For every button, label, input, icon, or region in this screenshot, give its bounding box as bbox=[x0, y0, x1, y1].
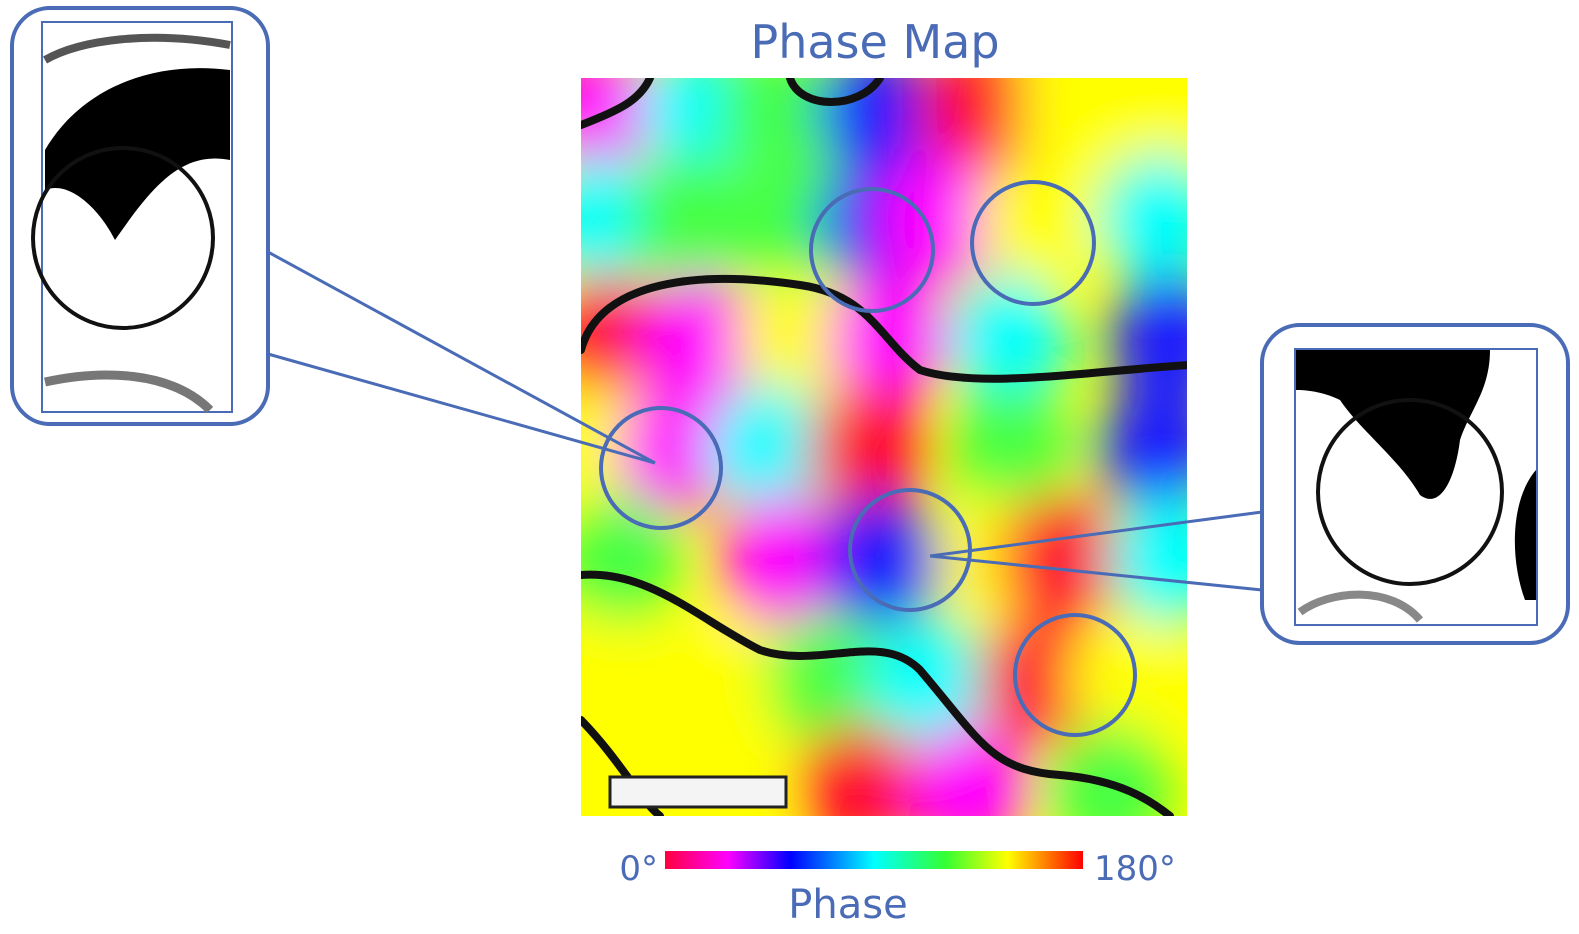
figure: Phase Map 0° 180° bbox=[0, 0, 1579, 930]
colorbar bbox=[665, 851, 1083, 869]
phase-blob bbox=[908, 724, 1032, 856]
phase-map bbox=[538, 44, 1232, 856]
title: Phase Map bbox=[750, 15, 999, 69]
phase-blob bbox=[1108, 494, 1232, 626]
phase-blob bbox=[998, 494, 1122, 626]
left-inset bbox=[12, 8, 268, 424]
phase-blob bbox=[818, 494, 942, 626]
phase-blob bbox=[1098, 154, 1222, 286]
phase-blob bbox=[1048, 724, 1172, 856]
colorbar-min: 0° bbox=[619, 849, 658, 889]
right-inset bbox=[1262, 325, 1568, 643]
page: Phase Map 0° 180° bbox=[0, 0, 1579, 930]
colorbar-max: 180° bbox=[1094, 849, 1176, 889]
phase-blob bbox=[798, 724, 922, 856]
phase-blob bbox=[1068, 614, 1192, 746]
colorbar-label: Phase bbox=[788, 882, 907, 928]
phase-blob bbox=[978, 154, 1102, 286]
